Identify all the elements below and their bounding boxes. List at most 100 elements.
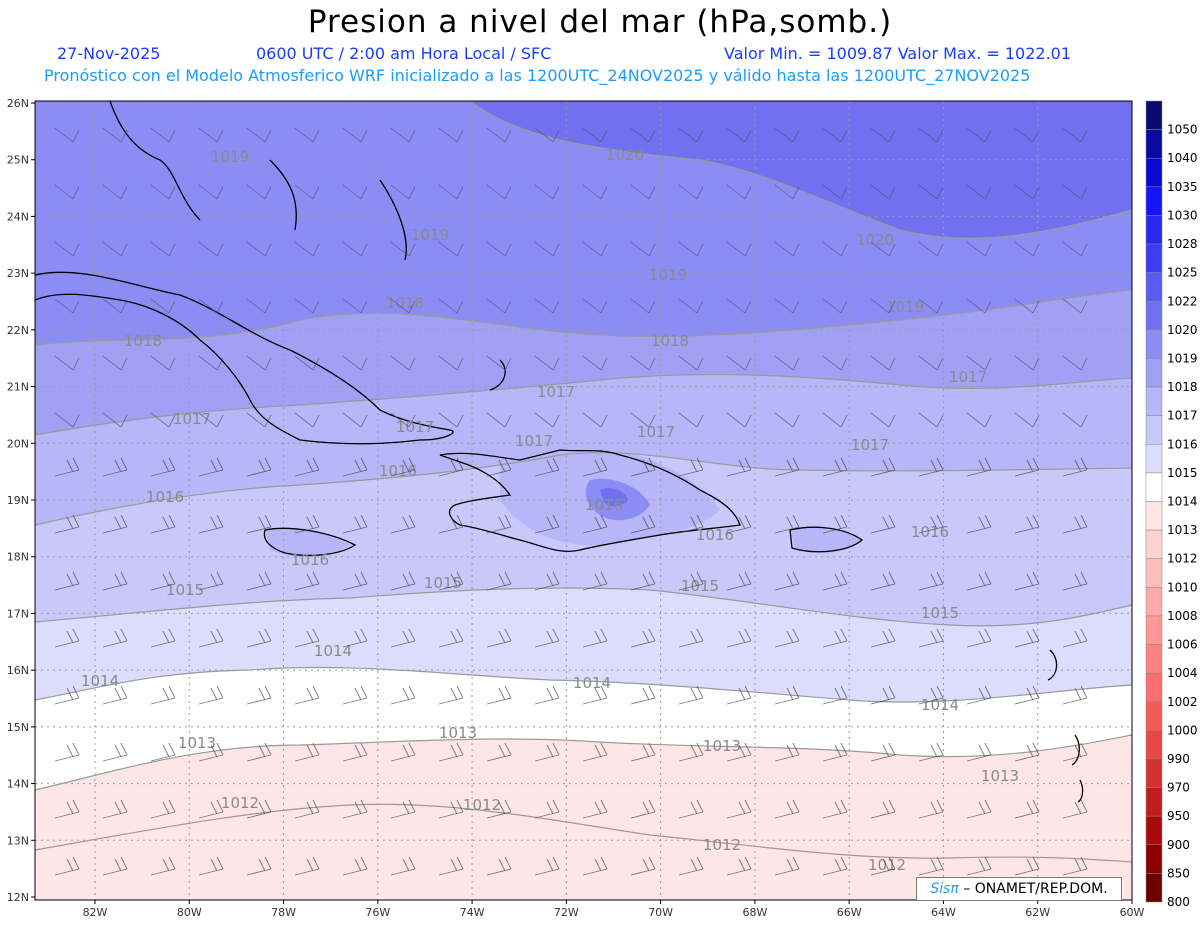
wind-barb (774, 571, 800, 591)
wind-barb (294, 355, 320, 371)
isobar-label: 1017 (515, 432, 553, 450)
wind-barb (918, 742, 944, 762)
wind-barb (438, 628, 464, 648)
wind-barb (966, 184, 992, 200)
wind-barb (198, 514, 224, 534)
wind-barb (1014, 298, 1040, 314)
wind-barb (774, 628, 800, 648)
isobar-label: 1016 (146, 488, 184, 506)
wind-barb (1014, 742, 1040, 762)
wind-barb (294, 457, 320, 477)
wind-barb (54, 856, 80, 876)
wind-barb (918, 298, 944, 314)
wind-barb (294, 127, 320, 143)
colorbar-label: 1020 (1167, 323, 1198, 337)
isobar-label: 1013 (981, 767, 1019, 785)
isobar-label: 1012 (868, 856, 906, 874)
wind-barb (918, 355, 944, 371)
wind-barb (534, 241, 560, 257)
wind-barb (630, 241, 656, 257)
isobar-label: 1018 (124, 332, 162, 350)
isobar-label: 1017 (637, 423, 675, 441)
wind-barb (1014, 799, 1040, 819)
wind-barb (966, 742, 992, 762)
wind-barb (342, 127, 368, 143)
wind-barb (246, 571, 272, 591)
wind-barb (918, 412, 944, 428)
wind-barb (534, 355, 560, 371)
colorbar-swatch (1145, 587, 1163, 617)
lat-label: 25N (7, 154, 29, 167)
wind-barb (822, 412, 848, 428)
wind-barb (54, 685, 80, 705)
wind-barb (102, 514, 128, 534)
wind-barb (822, 856, 848, 876)
wind-barb (438, 514, 464, 534)
wind-barb (774, 241, 800, 257)
lat-label: 19N (7, 494, 29, 507)
wind-barb (390, 685, 416, 705)
wind-barb (726, 355, 752, 371)
wind-barb (486, 127, 512, 143)
wind-barb (246, 241, 272, 257)
colorbar-label: 1017 (1167, 409, 1198, 423)
wind-barb (102, 628, 128, 648)
wind-barb (1062, 127, 1088, 143)
wind-barb (486, 241, 512, 257)
wind-barb (582, 685, 608, 705)
colorbar-label: 1004 (1167, 666, 1198, 680)
colorbar-label: 970 (1167, 781, 1190, 795)
isobar-label: 1015 (166, 581, 204, 599)
wind-barb (438, 799, 464, 819)
isobar-label: 1014 (921, 696, 959, 714)
lon-label: 60W (1120, 906, 1145, 919)
wind-barb (726, 241, 752, 257)
wind-barb (486, 184, 512, 200)
colorbar-label: 1050 (1167, 123, 1198, 137)
wind-barb (342, 628, 368, 648)
wind-barb (102, 241, 128, 257)
wind-barb (582, 127, 608, 143)
colorbar-label: 1040 (1167, 151, 1198, 165)
wind-barb (966, 514, 992, 534)
isobar-label: 1019 (411, 226, 449, 244)
wind-barb (870, 856, 896, 876)
wind-barb (294, 571, 320, 591)
colorbar-swatch (1145, 415, 1163, 445)
wind-barb (150, 127, 176, 143)
wind-barb (438, 742, 464, 762)
wind-barb (150, 685, 176, 705)
wind-barb (54, 799, 80, 819)
wind-barb (150, 355, 176, 371)
wind-barb (582, 514, 608, 534)
lon-label: 66W (837, 906, 862, 919)
colorbar-label: 1030 (1167, 208, 1198, 222)
wind-barb (102, 457, 128, 477)
wind-barb (774, 457, 800, 477)
colorbar-swatch (1145, 844, 1163, 874)
wind-barb (294, 856, 320, 876)
colorbar-label: 1006 (1167, 638, 1198, 652)
colorbar-label: 1002 (1167, 695, 1198, 709)
colorbar-label: 1015 (1167, 466, 1198, 480)
wind-barb (774, 799, 800, 819)
wind-barb (246, 628, 272, 648)
wind-barb (246, 412, 272, 428)
wind-barb (294, 184, 320, 200)
colorbar-swatch (1145, 672, 1163, 703)
wind-barb (198, 298, 224, 314)
lon-label: 72W (554, 906, 579, 919)
wind-barb (918, 685, 944, 705)
wind-barb (630, 412, 656, 428)
wind-barb (822, 685, 848, 705)
isobar-label: 1013 (439, 724, 477, 742)
wind-barb (294, 799, 320, 819)
wind-barb (582, 355, 608, 371)
wind-barb (1062, 856, 1088, 876)
wind-barb (390, 241, 416, 257)
wind-barb (774, 412, 800, 428)
wind-barb (102, 856, 128, 876)
wind-barb (198, 856, 224, 876)
wind-barb (630, 514, 656, 534)
lat-label: 22N (7, 324, 29, 337)
